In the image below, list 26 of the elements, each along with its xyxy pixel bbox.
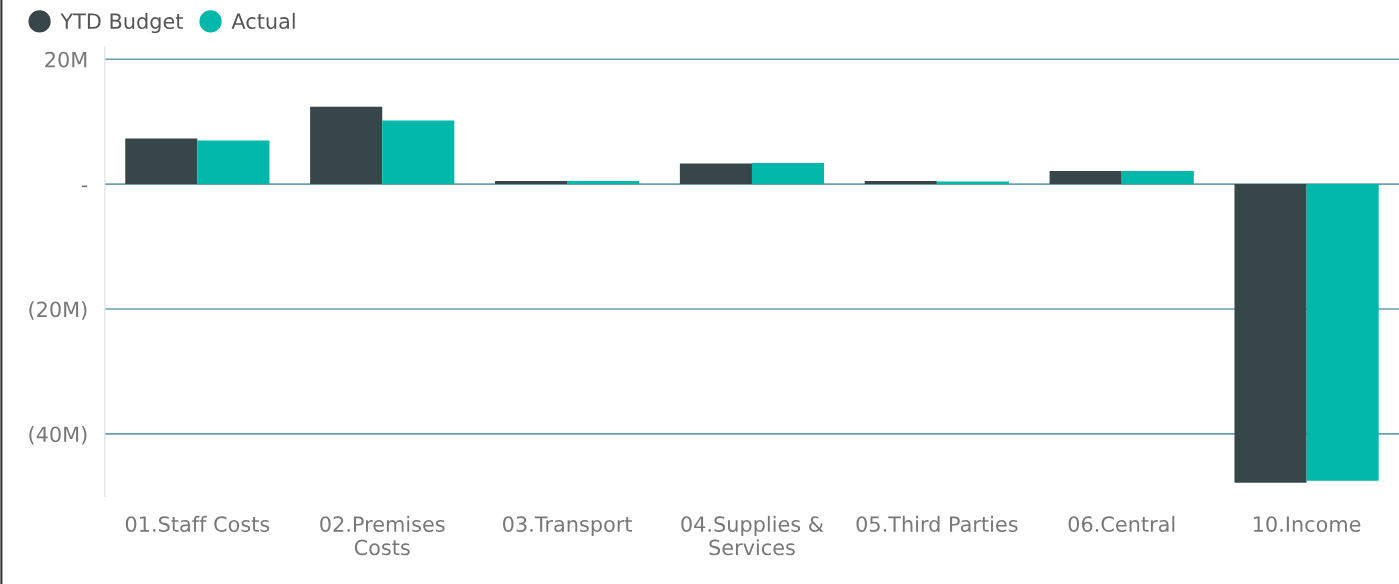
bar [1121,171,1194,185]
bar [567,181,640,185]
y-tick-label: (40M) [29,426,87,445]
bar [382,120,455,185]
bar [679,163,752,185]
bar [495,181,568,185]
x-tick-label: 03.Transport [503,516,633,537]
bar [864,181,937,185]
y-tick-label: - [81,185,88,188]
bar [1049,171,1122,185]
y-tick-label: (20M) [29,301,87,320]
x-tick-label: 05.Third Parties [856,515,1018,532]
legend-label: Actual [231,12,295,30]
x-tick-label: 04.Supplies & Services [681,515,824,556]
bar [125,138,198,185]
x-tick-label: 01.Staff Costs [125,515,270,532]
bar [197,140,270,185]
x-tick-label: 06.Central [1068,515,1175,532]
bar [1306,184,1379,481]
bar [751,162,825,185]
x-tick-label: 10.Income [1253,516,1361,532]
bar [1234,184,1307,483]
x-tick-label: 02.Premises Costs [320,515,445,556]
legend-label: YTD Budget [60,12,183,34]
y-tick-label: 20M [45,51,87,68]
bar [310,106,383,185]
